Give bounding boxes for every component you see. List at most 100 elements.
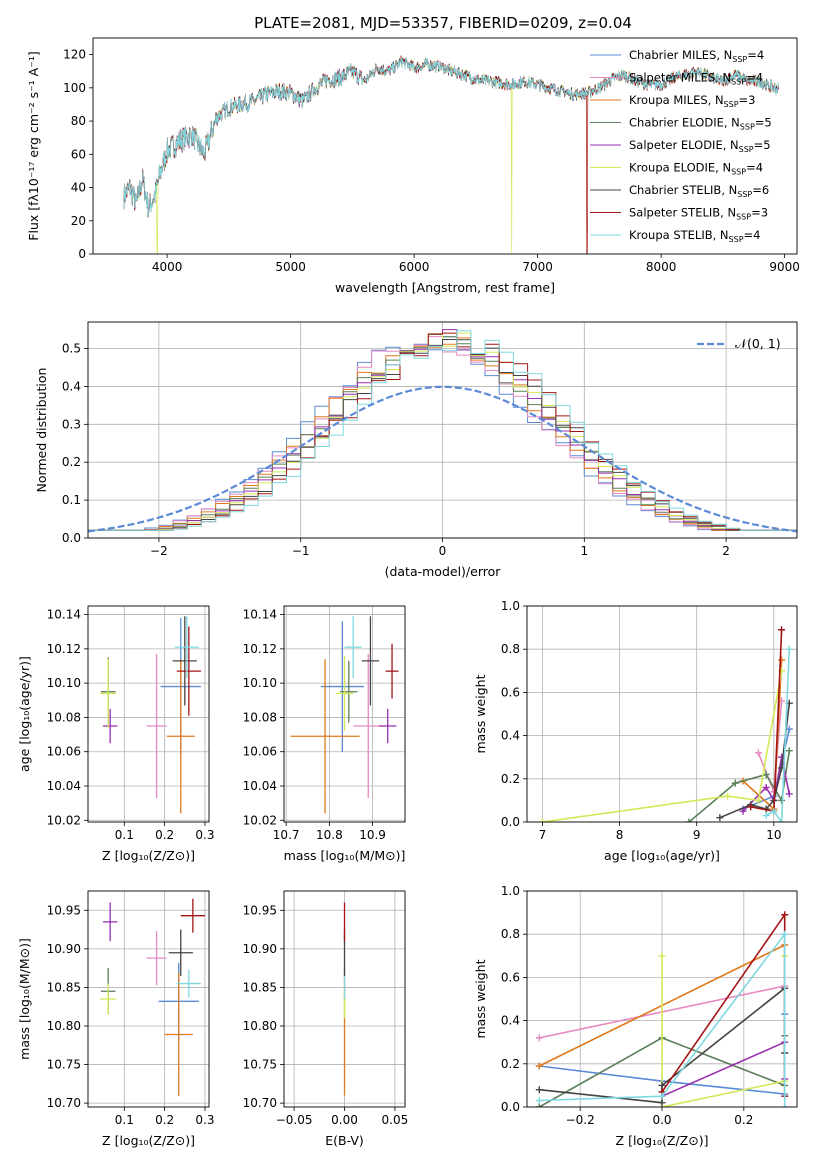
weight-marker	[658, 1092, 666, 1100]
y-tick-label: 0.0	[501, 815, 520, 829]
y-axis-label: mass weight	[473, 959, 488, 1038]
y-tick-label: 0.0	[501, 1100, 520, 1114]
axes-frame	[283, 605, 406, 823]
y-tick-label: 10.08	[243, 710, 277, 724]
errorbar-point	[379, 708, 397, 744]
y-tick-label: 10.95	[243, 903, 277, 917]
y-tick-label: 0.2	[62, 455, 81, 469]
errorbar-point	[146, 654, 167, 798]
weight-marker	[785, 747, 793, 755]
errorbar-point	[361, 616, 380, 706]
x-axis-label: (data-model)/error	[385, 564, 502, 579]
x-tick-label: 0.3	[195, 828, 214, 842]
axes-frame	[283, 890, 406, 1108]
y-tick-label: 0.4	[501, 729, 520, 743]
weight-marker	[778, 818, 786, 822]
weight-marker	[538, 818, 546, 822]
weight-marker	[731, 779, 739, 787]
weight-marker	[685, 818, 693, 822]
x-tick-label: 4000	[152, 260, 183, 274]
axes-frame	[92, 37, 798, 255]
weight-marker	[747, 803, 755, 811]
histogram-series-2	[88, 336, 797, 531]
weight-series-6	[542, 670, 783, 822]
y-tick-label: 10.12	[47, 642, 81, 656]
weight-marker	[778, 626, 786, 634]
y-tick-label: 10.75	[243, 1058, 277, 1072]
x-tick-label: 10.7	[273, 828, 300, 842]
y-tick-label: 10.85	[243, 980, 277, 994]
x-tick-label: −1	[292, 544, 310, 558]
weight-series-9	[539, 931, 786, 1107]
x-tick-label: 0.2	[734, 1113, 753, 1127]
y-tick-label: 0.6	[501, 970, 520, 984]
y-tick-label: 10.02	[243, 813, 277, 827]
y-tick-label: 1.0	[501, 599, 520, 613]
y-tick-label: 0.8	[501, 927, 520, 941]
spectrum-lines	[123, 55, 779, 254]
y-tick-label: 10.90	[243, 942, 277, 956]
y-tick-label: 10.08	[47, 710, 81, 724]
y-tick-label: 10.80	[243, 1019, 277, 1033]
axes-frame	[526, 890, 798, 1108]
y-tick-label: 0.1	[62, 493, 81, 507]
weight-series-6	[661, 955, 786, 1107]
weight-marker	[535, 1086, 543, 1094]
x-axis-label: Z [log₁₀(Z/Z⊙)]	[102, 1133, 195, 1148]
y-tick-label: 0.8	[501, 642, 520, 656]
y-tick-label: 10.80	[47, 1019, 81, 1033]
x-tick-label: 2	[722, 544, 730, 558]
legend-entry: Chabrier ELODIE, NSSP=5	[629, 116, 772, 132]
y-tick-label: 80	[71, 114, 86, 128]
y-tick-label: 10.14	[47, 608, 81, 622]
errorbars	[100, 616, 201, 814]
x-tick-label: 0.00	[331, 1113, 358, 1127]
weight-marker	[535, 1097, 543, 1105]
y-axis-label: mass [log₁₀(M/M⊙)]	[17, 938, 32, 1060]
age-vs-mass-panel: 10.7 10.8 10.9 10.02 10.04 10.06 10.08 10.10 10.…	[243, 605, 406, 863]
legend-entry: 𝒩(0, 1)	[735, 336, 781, 351]
y-tick-label: 10.14	[243, 608, 277, 622]
x-tick-label: 8	[616, 828, 624, 842]
weight-vs-age-panel: 7 8 9 10 0.0 0.2 0.4 0.6 0.8 1.0 age [log₁₀(age/yr…	[473, 599, 798, 863]
errorbar-point	[340, 660, 358, 723]
figure-title: PLATE=2081, MJD=53357, FIBERID=0209, z=0…	[254, 14, 632, 32]
y-tick-label: 0	[78, 247, 86, 261]
x-tick-label: 0.2	[155, 828, 174, 842]
y-tick-label: 120	[63, 48, 86, 62]
weight-marker	[658, 1099, 666, 1107]
x-axis-label: mass [log₁₀(M/M⊙)]	[284, 848, 406, 863]
y-axis-label: mass weight	[473, 674, 488, 753]
x-axis-label: Z [log₁₀(Z/Z⊙)]	[616, 1133, 709, 1148]
weight-marker	[739, 807, 747, 815]
y-tick-label: 10.10	[47, 676, 81, 690]
errorbar-point	[176, 626, 201, 716]
errorbar-point	[172, 616, 197, 706]
x-tick-label: 5000	[275, 260, 306, 274]
legend-entry: Kroupa STELIB, NSSP=4	[629, 228, 760, 244]
residuals-panel: −2 −1 0 1 2 0.0 0.1 0.2 0.3 0.4 0.5 (data-model)/er…	[34, 321, 798, 579]
errorbar-point	[353, 654, 384, 798]
x-tick-label: 6000	[399, 260, 430, 274]
y-tick-label: 40	[71, 181, 86, 195]
axes-frame	[87, 890, 210, 1108]
weight-marker	[785, 790, 793, 798]
legend-entry: Salpeter ELODIE, NSSP=5	[629, 138, 771, 154]
y-tick-label: 10.04	[243, 779, 277, 793]
y-tick-label: 10.75	[47, 1058, 81, 1072]
errorbar-point	[100, 983, 117, 1015]
x-tick-label: 0	[439, 544, 447, 558]
x-tick-label: 0.1	[115, 828, 134, 842]
y-tick-label: 10.12	[243, 642, 277, 656]
y-tick-label: 0.6	[501, 685, 520, 699]
y-axis-label: age [log₁₀(age/yr)]	[17, 656, 32, 772]
y-tick-label: 0.3	[62, 417, 81, 431]
y-axis-label: Flux [fλ10⁻¹⁷ erg cm⁻² s⁻¹ A⁻¹]	[26, 51, 41, 240]
histogram-series-9	[88, 330, 797, 531]
x-tick-label: 0.2	[155, 1113, 174, 1127]
y-tick-label: 10.04	[47, 779, 81, 793]
weight-marker	[778, 656, 786, 664]
errorbar-point	[100, 659, 117, 728]
y-tick-label: 10.95	[47, 903, 81, 917]
